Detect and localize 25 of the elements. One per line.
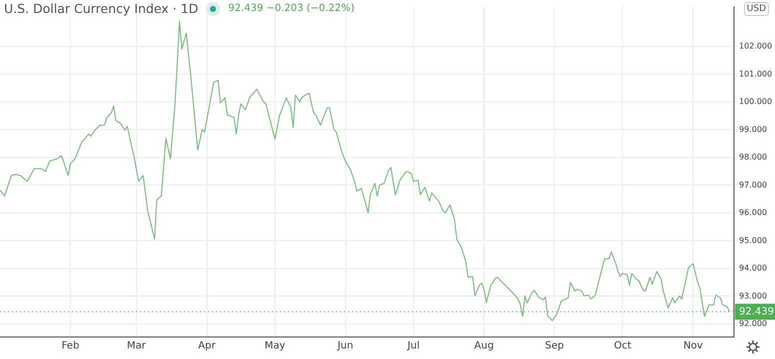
- text: USD: [744, 2, 769, 16]
- y-tick-label: 95.000: [739, 236, 767, 245]
- y-tick-label: 100.000: [739, 97, 772, 106]
- y-tick-label: 96.000: [739, 208, 767, 218]
- y-tick-label: 101.000: [739, 69, 772, 78]
- x-tick-label: Feb: [62, 340, 80, 352]
- y-tick-label: 102.000: [739, 42, 772, 51]
- chart-subtitle: 92.439 −0.203 (−0.22%): [228, 3, 355, 14]
- x-tick-label: Aug: [474, 340, 494, 352]
- chart-title: U.S. Dollar Currency Index · 1D: [4, 1, 198, 16]
- y-tick-label: 93.000: [739, 291, 767, 300]
- x-tick-label: Nov: [683, 340, 703, 352]
- y-tick-label: 94.000: [739, 264, 767, 273]
- x-tick-label: Sep: [545, 340, 564, 352]
- x-tick-label: Jul: [406, 340, 420, 352]
- y-tick-label: 97.000: [739, 180, 767, 190]
- ref-line-label: 92.439: [739, 306, 774, 318]
- x-tick-label: Mar: [126, 340, 147, 352]
- x-tick-label: May: [264, 340, 286, 352]
- y-tick-label: 92.000: [739, 319, 767, 328]
- x-tick-label: Jun: [336, 340, 354, 352]
- x-tick-label: Apr: [198, 340, 216, 352]
- x-tick-label: Oct: [614, 340, 632, 352]
- y-tick-label: 99.000: [739, 124, 767, 134]
- y-tick-label: 98.000: [739, 152, 767, 162]
